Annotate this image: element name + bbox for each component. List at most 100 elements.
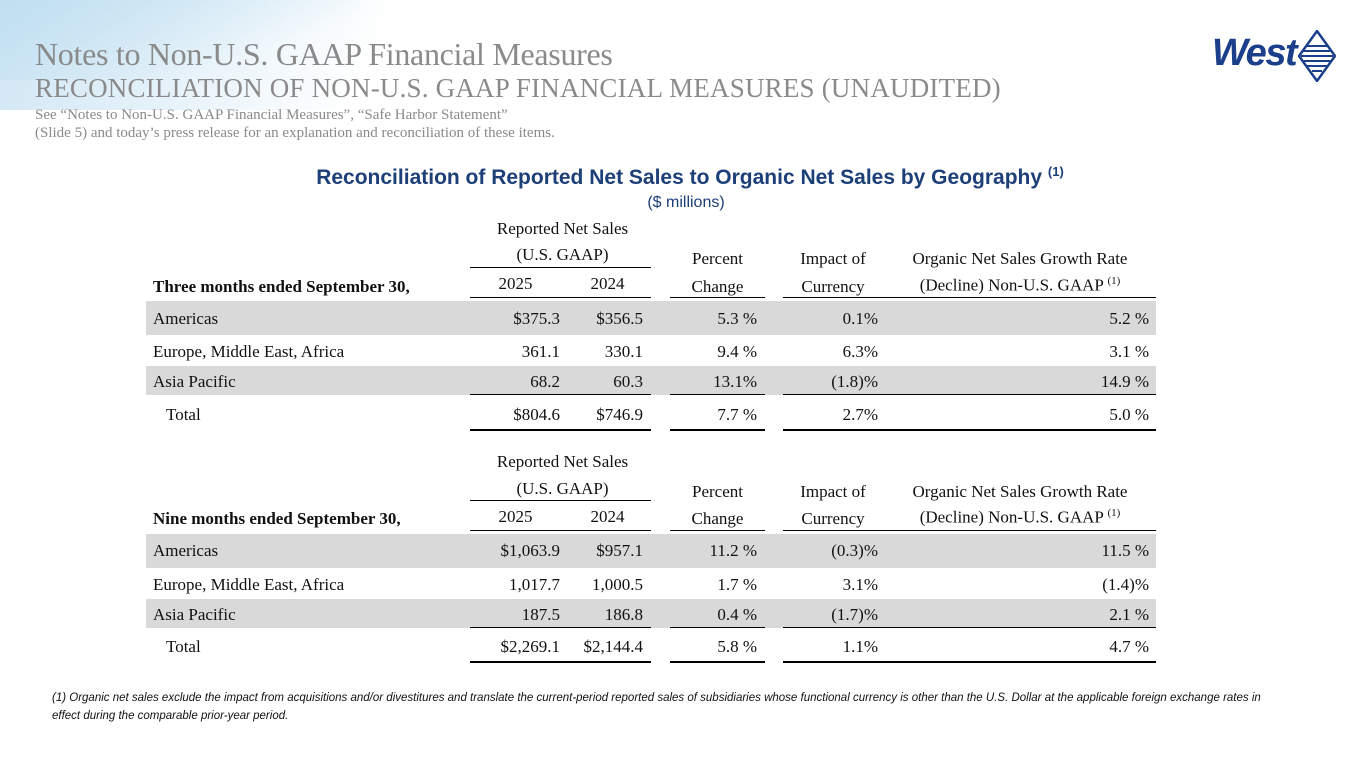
- table-cell-fx: 3.1%: [842, 575, 878, 594]
- table-cell-fx: 0.1%: [842, 309, 878, 328]
- total-double-line: [470, 661, 651, 663]
- col-year-current: 2025: [498, 507, 533, 526]
- table-cell-pct: 0.4 %: [717, 605, 757, 624]
- report-title-footnote: (1): [1047, 164, 1064, 179]
- table-cell-organic: 14.9 %: [1100, 372, 1149, 391]
- table-cell-pct: 5.3 %: [717, 309, 757, 328]
- table-cell-pct: 11.2 %: [709, 541, 757, 560]
- header-note-line1: See “Notes to Non-U.S. GAAP Financial Me…: [35, 107, 508, 123]
- header-note: See “Notes to Non-U.S. GAAP Financial Me…: [35, 106, 555, 142]
- col-impact-line2: Currency: [801, 277, 865, 296]
- west-logo: West: [1212, 30, 1338, 82]
- col-year-prior: 2024: [590, 274, 625, 293]
- table-cell-prior: $2,144.4: [583, 637, 644, 656]
- page-subtitle: RECONCILIATION OF NON-U.S. GAAP FINANCIA…: [35, 73, 1001, 103]
- impact-organic-underline: [783, 530, 1156, 531]
- subtotal-line: [470, 627, 651, 628]
- table-cell-current: $1,063.9: [500, 541, 561, 560]
- row-band: [146, 599, 1156, 628]
- table-cell-fx: (1.8)%: [831, 372, 878, 391]
- table-cell-organic: 5.2 %: [1109, 309, 1149, 328]
- table-cell-organic: 3.1 %: [1109, 342, 1149, 361]
- col-reported-line1: Reported Net Sales: [496, 452, 629, 471]
- col-reported-line2: (U.S. GAAP): [516, 479, 609, 498]
- subtotal-line: [470, 394, 651, 395]
- logo-wordmark: West: [1212, 32, 1298, 74]
- period-label: Three months ended September 30,: [153, 277, 410, 296]
- table-row-region: Americas: [153, 541, 219, 560]
- col-organic-footnote: (1): [1107, 275, 1121, 287]
- table-cell-fx: 2.7%: [842, 405, 878, 424]
- col-year-current: 2025: [498, 274, 533, 293]
- col-organic-line2-text: (Decline) Non-U.S. GAAP: [919, 507, 1104, 527]
- report-units: ($ millions): [647, 194, 725, 211]
- table-cell-organic: 4.7 %: [1109, 637, 1149, 656]
- row-band: [146, 366, 1156, 395]
- col-reported-line2: (U.S. GAAP): [516, 245, 609, 264]
- percent-underline: [670, 530, 765, 531]
- table-cell-prior: 1,000.5: [592, 575, 643, 594]
- col-percent-line1: Percent: [692, 482, 743, 501]
- table-cell-pct: 9.4 %: [717, 342, 757, 361]
- table-cell-current: 68.2: [530, 372, 560, 391]
- col-organic-line2-text: (Decline) Non-U.S. GAAP: [919, 275, 1104, 295]
- table-cell-current: 187.5: [521, 605, 560, 624]
- subtotal-line: [783, 394, 1156, 395]
- report-title-text: Reconciliation of Reported Net Sales to …: [316, 166, 1043, 189]
- table-cell-organic: 11.5 %: [1101, 541, 1149, 560]
- col-organic-footnote: (1): [1107, 507, 1121, 519]
- reported-underline: [470, 500, 651, 501]
- table-cell-prior: $356.5: [596, 309, 643, 328]
- table-cell-current: 1,017.7: [509, 575, 560, 594]
- col-organic-line1: Organic Net Sales Growth Rate: [912, 482, 1128, 501]
- row-band: [146, 301, 1156, 335]
- period-label: Nine months ended September 30,: [153, 509, 401, 528]
- table-row-region: Europe, Middle East, Africa: [153, 342, 345, 361]
- total-double-line: [670, 661, 765, 663]
- table-row-region: Americas: [153, 309, 219, 328]
- years-underline: [470, 297, 651, 298]
- table-row-total: Total: [166, 405, 201, 424]
- table-cell-current: $2,269.1: [500, 637, 561, 656]
- col-impact-line1: Impact of: [800, 482, 866, 501]
- col-reported-line1: Reported Net Sales: [496, 219, 629, 238]
- years-underline: [470, 530, 651, 531]
- table-cell-organic: 2.1 %: [1109, 605, 1149, 624]
- col-impact-line1: Impact of: [800, 249, 866, 268]
- table-row-region: Asia Pacific: [153, 372, 236, 391]
- total-double-line: [783, 429, 1156, 431]
- table-cell-prior: 330.1: [604, 342, 643, 361]
- diamond-logo-icon: [1298, 30, 1336, 82]
- col-organic-line2: (Decline) Non-U.S. GAAP (1): [885, 275, 1155, 296]
- table-cell-prior: $957.1: [596, 541, 643, 560]
- table-row-region: Asia Pacific: [153, 605, 236, 624]
- table-cell-organic: 5.0 %: [1109, 405, 1149, 424]
- table-cell-fx: 6.3%: [842, 342, 878, 361]
- table-row-region: Europe, Middle East, Africa: [153, 575, 345, 594]
- impact-organic-underline: [783, 297, 1156, 298]
- report-title: Reconciliation of Reported Net Sales to …: [0, 164, 1365, 190]
- total-double-line: [670, 429, 765, 431]
- table-cell-pct: 1.7 %: [717, 575, 757, 594]
- table-row-total: Total: [166, 637, 201, 656]
- table-cell-current: 361.1: [521, 342, 560, 361]
- total-double-line: [783, 661, 1156, 663]
- percent-underline: [670, 297, 765, 298]
- table-cell-fx: (1.7)%: [831, 605, 878, 624]
- reported-underline: [470, 267, 651, 268]
- table-cell-prior: 186.8: [604, 605, 643, 624]
- col-organic-line1: Organic Net Sales Growth Rate: [912, 249, 1128, 268]
- table-cell-current: $804.6: [513, 405, 560, 424]
- table-cell-pct: 7.7 %: [717, 405, 757, 424]
- table-cell-prior: 60.3: [613, 372, 643, 391]
- total-double-line: [470, 429, 651, 431]
- header-decoration-accent: [0, 0, 360, 80]
- table-cell-pct: 5.8 %: [717, 637, 757, 656]
- col-year-prior: 2024: [590, 507, 625, 526]
- table-cell-fx: (0.3)%: [831, 541, 878, 560]
- table-cell-organic: (1.4)%: [1102, 575, 1149, 594]
- subtotal-line: [670, 627, 765, 628]
- footnote: (1) Organic net sales exclude the impact…: [52, 692, 1261, 722]
- col-percent-line2: Change: [691, 509, 744, 528]
- col-impact-line2: Currency: [801, 509, 865, 528]
